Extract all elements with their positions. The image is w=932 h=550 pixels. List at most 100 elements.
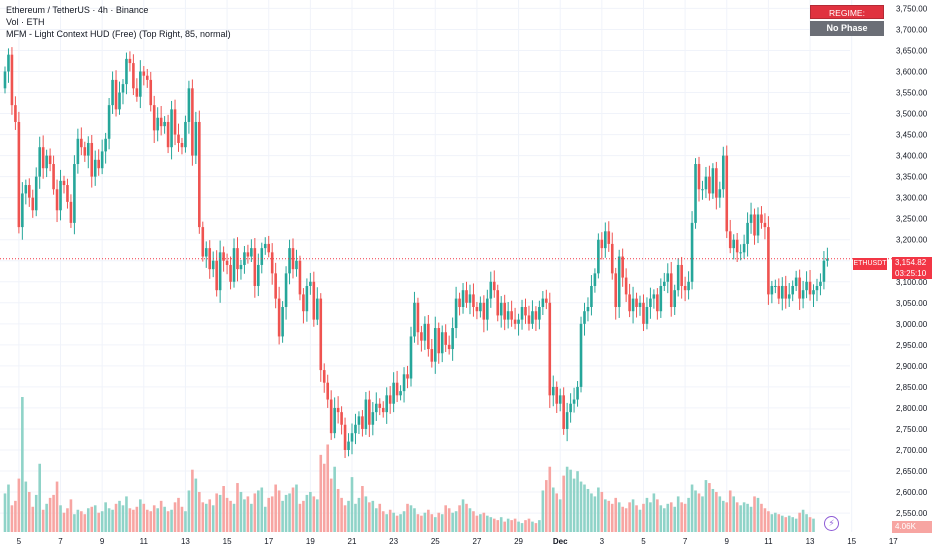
time-axis: 5 7 9 11 13 15 17 19 21 23 25 27 29 Dec 3 5 7 9 11 13 15 17	[0, 533, 898, 550]
volume-bar	[118, 500, 121, 532]
candle-body	[55, 189, 59, 211]
volume-bar	[614, 497, 618, 532]
volume-bar	[812, 518, 815, 532]
candle-body	[510, 311, 513, 320]
volume-bar	[66, 508, 69, 532]
volume-bar	[392, 512, 395, 532]
candle-body	[59, 180, 62, 211]
candle-body	[687, 281, 690, 291]
candle-body	[576, 386, 579, 400]
candle-body	[659, 285, 663, 312]
volume-bar	[694, 490, 697, 532]
y-tick-label: 3,400.00	[896, 152, 928, 161]
volume-bar	[149, 511, 153, 532]
candle-body	[17, 121, 21, 228]
volume-bar	[225, 497, 229, 532]
candle-body	[819, 281, 822, 286]
candle-body	[503, 302, 506, 320]
volume-bar	[201, 502, 205, 532]
volume-bar	[680, 502, 683, 532]
volume-bar	[770, 514, 774, 532]
candle-body	[548, 302, 552, 396]
symbol-title[interactable]: Ethereum / TetherUS · 4h · Binance	[6, 5, 149, 15]
candle-body	[513, 319, 517, 324]
candle-body	[669, 273, 673, 308]
volume-bar	[145, 509, 149, 532]
candle-body	[555, 386, 559, 404]
candle-body	[579, 323, 583, 387]
volume-bar	[628, 502, 631, 532]
candle-body	[274, 273, 277, 299]
candlesticks	[3, 47, 829, 458]
volume-bar	[808, 517, 812, 532]
volume-bar	[645, 497, 649, 532]
volume-bar	[600, 491, 604, 532]
candle-body	[676, 264, 680, 291]
candle-body	[156, 117, 159, 131]
volume-bar	[347, 500, 350, 532]
symbol-price-tag: ETHUSDT	[853, 258, 887, 270]
volume-bar	[423, 512, 427, 532]
candle-body	[97, 159, 100, 169]
candle-body	[656, 294, 659, 312]
candle-body	[187, 88, 191, 122]
candle-body	[715, 168, 718, 198]
y-tick-label: 2,950.00	[896, 341, 928, 350]
candle-body	[586, 307, 590, 312]
volume-bar	[97, 512, 100, 532]
candle-body	[499, 302, 503, 316]
candle-body	[808, 281, 812, 295]
volume-bar	[742, 502, 746, 532]
volume-bar	[430, 514, 434, 532]
volume-bar	[194, 478, 198, 532]
lightning-icon[interactable]: ⚡	[824, 516, 839, 531]
candle-body	[787, 294, 791, 299]
candle-body	[215, 260, 218, 291]
candle-body	[621, 256, 624, 278]
volume-bar	[312, 496, 316, 532]
candle-body	[180, 142, 184, 148]
volume-bar	[361, 486, 364, 532]
volume-indicator-label[interactable]: Vol · ETH	[6, 17, 45, 27]
candle-body	[270, 252, 274, 274]
volume-bar	[597, 487, 600, 532]
candle-body	[204, 248, 208, 257]
volume-bar	[555, 493, 559, 532]
x-tick-label: 17	[889, 537, 898, 546]
candle-body	[780, 285, 784, 299]
volume-bar	[524, 520, 527, 532]
candle-body	[652, 294, 656, 299]
candle-body	[801, 290, 805, 299]
y-tick-label: 3,350.00	[896, 173, 928, 182]
volume-bar	[305, 494, 309, 532]
volume-bar	[676, 496, 680, 532]
volume-bar	[545, 480, 548, 532]
volume-bar	[402, 511, 406, 532]
volume-bar	[780, 515, 784, 532]
candle-body	[545, 298, 548, 303]
volume-bar	[409, 505, 413, 532]
indicator-label[interactable]: MFM - Light Context HUD (Free) (Top Righ…	[6, 29, 231, 39]
volume-bar	[319, 454, 323, 532]
candle-body	[569, 403, 572, 413]
volume-bar	[673, 506, 677, 532]
volume-bar	[718, 496, 722, 532]
x-tick-label: Dec	[553, 537, 568, 546]
candle-body	[770, 285, 774, 295]
volume-bar	[343, 505, 347, 532]
volume-bar	[159, 500, 163, 532]
volume-bar	[27, 491, 31, 532]
volume-bars	[3, 397, 815, 532]
volume-bar	[683, 503, 687, 532]
volume-bar	[326, 444, 330, 532]
candle-body	[558, 395, 562, 404]
x-tick-label: 5	[641, 537, 646, 546]
volume-bar	[569, 469, 572, 532]
regime-badge: REGIME: BEARISH	[810, 5, 884, 32]
volume-bar	[316, 499, 319, 532]
volume-bar	[805, 514, 808, 532]
candle-body	[184, 121, 187, 148]
volume-bar	[593, 496, 597, 532]
volume-bar	[562, 475, 565, 532]
